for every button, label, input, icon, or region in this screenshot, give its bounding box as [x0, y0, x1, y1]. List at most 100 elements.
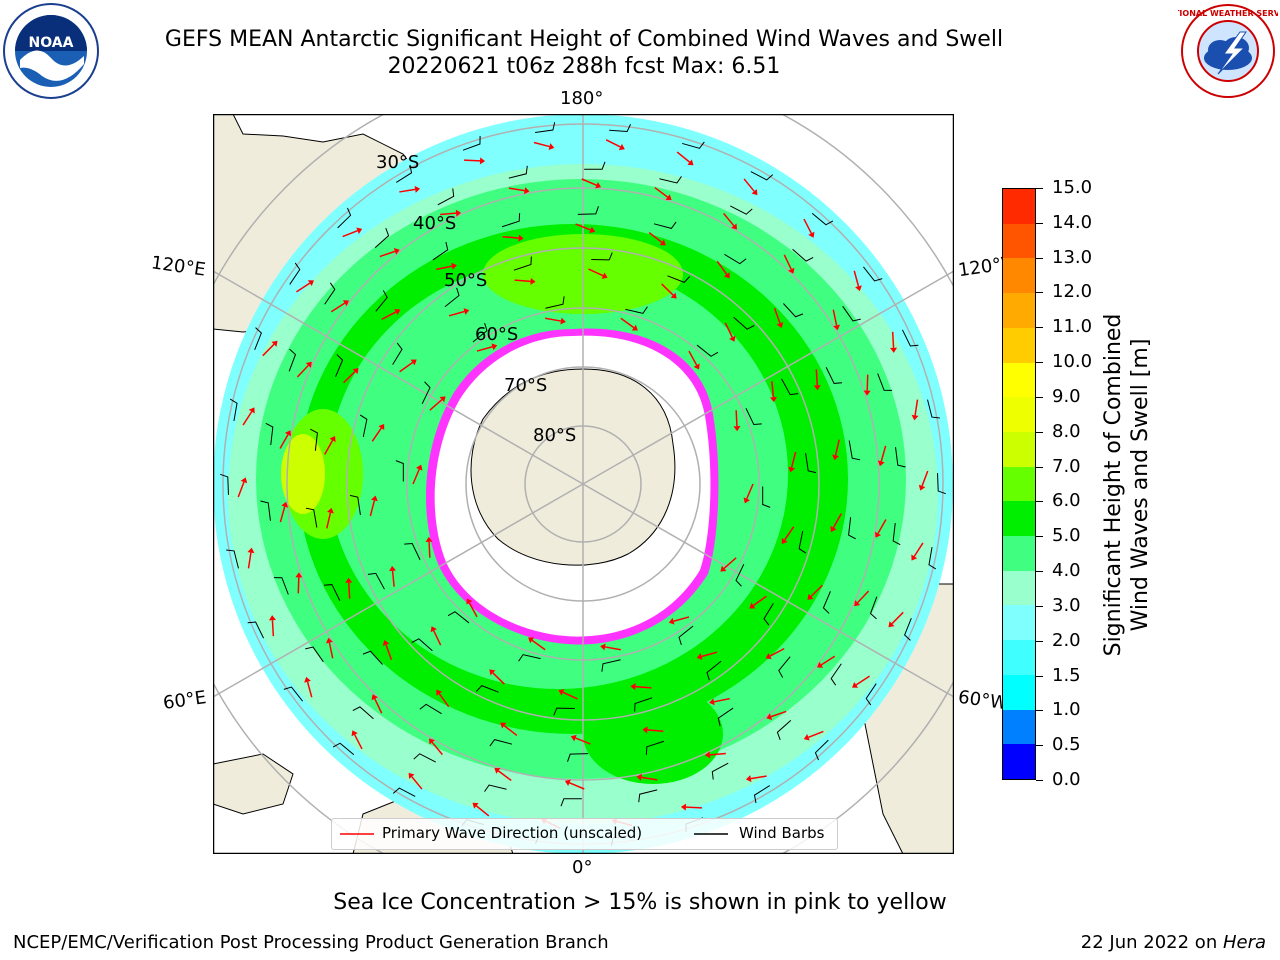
wave-direction-arrow: [575, 737, 591, 745]
lat-label-30s: 30°S: [376, 152, 420, 173]
colorbar-tick: [1036, 780, 1043, 781]
footer-date-text: 22 Jun 2022 on: [1080, 932, 1223, 953]
wave-direction-arrow: [803, 218, 812, 234]
wave-direction-arrow: [343, 371, 356, 384]
wind-barb: [392, 787, 416, 797]
wave-direction-arrow: [855, 675, 870, 686]
wave-direction-arrow: [713, 697, 730, 703]
wave-direction-arrowhead: [281, 501, 289, 508]
colorbar-tick-label: 12.0: [1052, 281, 1093, 303]
wave-direction-arrowhead: [304, 676, 311, 683]
wind-barb: [462, 135, 481, 151]
wave-direction-arrowhead: [408, 772, 415, 779]
wave-direction-arrowhead: [659, 239, 666, 246]
wave-direction-arrow: [399, 188, 416, 193]
wind-barb: [805, 453, 817, 474]
colorbar: [1002, 188, 1036, 780]
wind-barb: [682, 141, 705, 149]
wave-direction-arrow: [502, 235, 519, 239]
wave-direction-arrow: [330, 302, 346, 313]
wave-direction-arrow: [880, 445, 887, 462]
wave-direction-arrow: [379, 250, 396, 258]
wind-barb: [375, 290, 388, 312]
colorbar-segment: [1003, 674, 1035, 710]
wind-barb: [842, 305, 861, 322]
colorbar-tick: [1036, 222, 1043, 224]
wave-direction-arrowhead: [466, 598, 473, 605]
wave-direction-arrow: [242, 411, 253, 426]
wind-barb: [735, 563, 745, 587]
wave-direction-arrow: [685, 806, 702, 809]
wave-direction-arrow: [531, 639, 546, 651]
wave-direction-arrow: [752, 595, 767, 607]
wave-direction-arrowhead: [693, 363, 700, 370]
wave-direction-arrow: [381, 311, 397, 321]
wave-direction-arrowhead: [636, 773, 642, 781]
wave-direction-arrowhead: [630, 683, 636, 691]
footer-branch: NCEP/EMC/Verification Post Processing Pr…: [13, 932, 609, 953]
wave-direction-arrow: [716, 260, 728, 275]
noaa-logo-text: NOAA: [29, 35, 74, 51]
wave-direction-arrow: [262, 343, 275, 357]
wave-direction-arrowhead: [788, 466, 796, 473]
wave-direction-arrow: [354, 734, 363, 750]
wave-direction-arrowhead: [530, 277, 536, 285]
wave-direction-arrow: [328, 642, 334, 659]
wind-barb: [567, 753, 589, 762]
wind-barb: [798, 530, 807, 554]
wave-direction-arrowhead: [618, 143, 625, 151]
wind-barb: [560, 798, 582, 807]
wave-direction-arrowhead: [720, 565, 727, 572]
wind-barb: [518, 654, 541, 662]
wave-direction-arrow: [431, 741, 443, 756]
wave-direction-arrow: [773, 307, 781, 324]
wave-direction-arrowhead: [382, 639, 390, 646]
wave-direction-arrow: [832, 513, 842, 528]
colorbar-tick: [1036, 396, 1043, 398]
lat-label-80s: 80°S: [533, 425, 577, 446]
wind-barb: [783, 303, 804, 318]
lon-label-180: 180°: [560, 88, 604, 109]
wind-barb: [750, 171, 774, 181]
wind-barb: [753, 785, 770, 804]
footer-machine: Hera: [1222, 932, 1266, 953]
wave-direction-arrowhead: [430, 626, 437, 633]
colorbar-segment: [1003, 536, 1035, 571]
wave-direction-arrowhead: [830, 525, 837, 532]
wind-barb: [413, 753, 436, 763]
colorbar-tick-label: 10.0: [1052, 351, 1093, 373]
wave-direction-arrow: [810, 584, 823, 597]
wind-barb: [419, 703, 442, 715]
wave-direction-arrow: [429, 399, 443, 411]
wave-direction-arrowhead: [723, 272, 730, 279]
wind-barb: [273, 577, 289, 595]
wave-direction-arrow: [374, 698, 383, 714]
wave-direction-arrowhead: [890, 347, 898, 353]
wave-direction-arrowhead: [329, 436, 336, 443]
wave-direction-arrow: [832, 309, 838, 326]
wind-barb: [513, 256, 532, 271]
wave-direction-arrowhead: [416, 464, 423, 471]
colorbar-tick: [1036, 710, 1043, 712]
wave-vectors: [220, 122, 946, 846]
wave-direction-arrowhead: [345, 577, 353, 583]
wave-direction-arrow: [635, 685, 652, 689]
colorbar-tick-label: 13.0: [1052, 246, 1093, 268]
wave-direction-arrowhead: [832, 454, 839, 461]
colorbar-tick: [1036, 362, 1043, 364]
wind-barb: [535, 122, 556, 134]
wave-direction-arrowhead: [709, 698, 715, 706]
wave-direction-arrowhead: [852, 681, 859, 688]
wave-direction-arrow: [391, 570, 395, 587]
wave-direction-arrow: [891, 331, 895, 348]
wave-direction-arrowhead: [439, 396, 446, 403]
colorbar-tick-label: 0.5: [1052, 734, 1081, 756]
wave-direction-arrowhead: [472, 802, 479, 809]
wave-direction-arrow: [326, 512, 332, 529]
wind-barb: [489, 739, 513, 747]
lat-label-40s: 40°S: [413, 213, 457, 234]
colorbar-tick-label: 8.0: [1052, 420, 1081, 442]
wind-barb: [484, 784, 507, 792]
wave-direction-arrow: [371, 427, 382, 442]
wave-direction-arrow: [661, 283, 674, 296]
